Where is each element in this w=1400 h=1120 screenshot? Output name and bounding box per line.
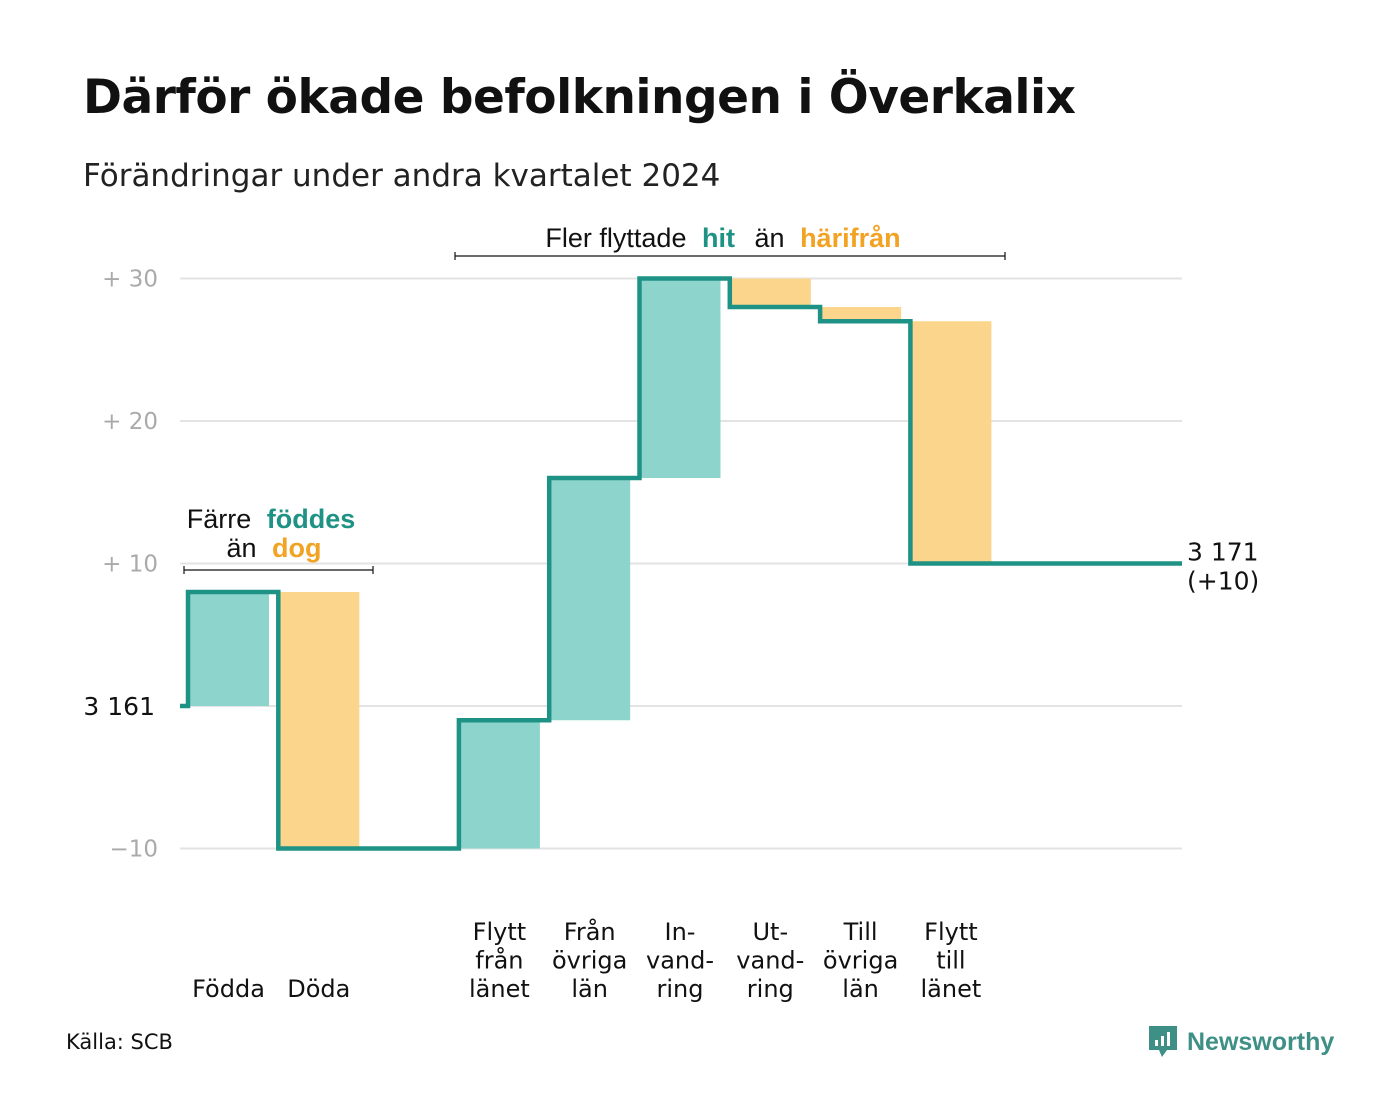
category-label: länet <box>921 975 982 1003</box>
chart-subtitle: Förändringar under andra kvartalet 2024 <box>83 158 721 194</box>
waterfall-bar <box>549 478 631 721</box>
waterfall-bar <box>458 720 540 849</box>
moves-annotation: Fler flyttade hit än härifrån <box>454 223 1006 260</box>
births-annotation-highlight-2: dog <box>272 533 321 563</box>
category-label: Till <box>843 918 878 946</box>
category-label: vand- <box>646 947 714 975</box>
y-tick-label: −10 <box>109 837 158 863</box>
category-label: Flytt <box>473 918 527 946</box>
waterfall-bar <box>188 592 269 706</box>
svg-text:Fler flyttade hit: Fler flyttade hit än härifrån <box>545 223 900 253</box>
category-label: vand- <box>736 947 804 975</box>
moves-annotation-highlight: hit <box>702 223 735 253</box>
category-label: län <box>842 975 879 1003</box>
category-label: In- <box>665 918 696 946</box>
category-label: ring <box>747 975 794 1003</box>
category-label: från <box>475 946 523 975</box>
category-label: Födda <box>192 975 265 1003</box>
y-tick-label: + 30 <box>102 267 158 293</box>
waterfall-bar <box>910 321 992 564</box>
category-label: Ut- <box>752 918 788 946</box>
brand: Newsworthy <box>1147 1024 1334 1060</box>
end-value-label: 3 171 <box>1187 538 1259 567</box>
svg-text:än dog: än dog <box>226 533 321 563</box>
moves-annotation-bracket <box>454 252 1006 260</box>
category-label: till <box>936 947 965 975</box>
moves-annotation-text-2: än <box>755 223 785 253</box>
start-value-label: 3 161 <box>83 692 155 721</box>
category-label: övriga <box>823 947 898 975</box>
births-annotation-bracket <box>183 566 374 574</box>
running-total-line <box>180 276 1182 851</box>
category-label: ring <box>657 975 704 1003</box>
y-tick-label: + 20 <box>102 409 158 435</box>
brand-name: Newsworthy <box>1187 1027 1335 1056</box>
births-annotation-highlight: föddes <box>267 504 356 534</box>
end-change-label: (+10) <box>1187 567 1259 596</box>
source-note: Källa: SCB <box>66 1030 173 1054</box>
category-label: övriga <box>552 947 627 975</box>
category-label: Döda <box>287 975 350 1003</box>
waterfall-bar <box>278 592 360 849</box>
y-tick-label: + 10 <box>102 552 158 578</box>
births-annotation-text-2: än <box>226 533 256 563</box>
svg-text:Färre föddes: Färre föddes <box>187 504 356 534</box>
category-label: Från <box>564 917 616 946</box>
newsworthy-logo-icon <box>1149 1026 1177 1057</box>
category-label: Flytt <box>924 918 978 946</box>
running-total-path <box>180 276 1182 851</box>
moves-annotation-highlight-2: härifrån <box>800 223 901 253</box>
category-label: länet <box>469 975 530 1003</box>
bars <box>188 278 992 849</box>
waterfall-bar <box>729 278 811 307</box>
births-annotation: Färre föddes än dog <box>183 504 374 574</box>
moves-annotation-text: Fler flyttade <box>545 223 686 253</box>
chart-title: Därför ökade befolkningen i Överkalix <box>83 70 1076 125</box>
category-label: län <box>571 975 608 1003</box>
waterfall-bar <box>820 307 902 322</box>
births-annotation-text: Färre <box>187 504 252 534</box>
waterfall-bar <box>639 278 721 478</box>
